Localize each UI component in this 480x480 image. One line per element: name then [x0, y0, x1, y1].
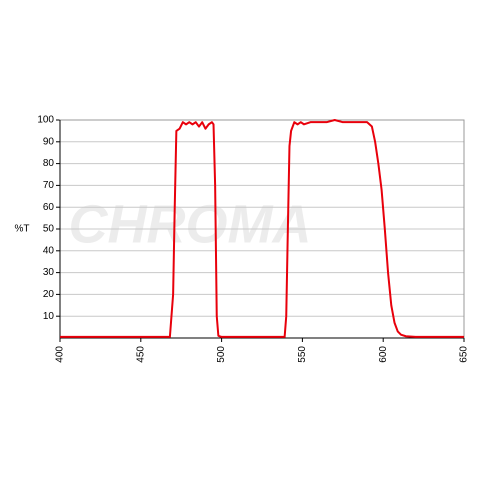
x-tick-label: 500 [216, 346, 227, 363]
y-tick-label: 40 [43, 245, 55, 256]
y-tick-label: 100 [37, 115, 54, 126]
x-tick-label: 600 [378, 346, 389, 363]
y-axis-label: %T [15, 224, 30, 235]
x-tick-label: 400 [55, 346, 66, 363]
y-tick-label: 90 [43, 136, 55, 147]
y-tick-label: 70 [43, 180, 55, 191]
data-line [60, 119, 464, 338]
y-tick-label: 30 [43, 267, 55, 278]
y-tick-label: 20 [43, 289, 55, 300]
y-tick-label: 50 [43, 224, 55, 235]
y-tick-label: 60 [43, 202, 55, 213]
y-tick-label: 80 [43, 158, 55, 169]
x-tick-label: 550 [297, 346, 308, 363]
y-tick-label: 10 [43, 311, 55, 322]
x-tick-label: 450 [135, 346, 146, 363]
x-tick-label: 650 [459, 346, 470, 363]
watermark: CHROMA [69, 194, 312, 254]
